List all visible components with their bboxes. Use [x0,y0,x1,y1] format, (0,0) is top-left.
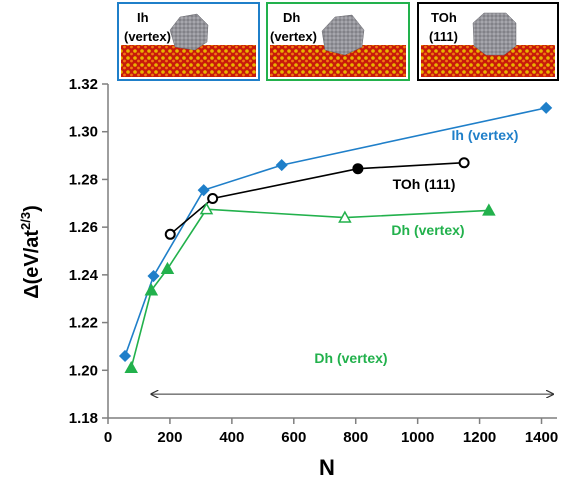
data-point-toh-111 [458,157,470,169]
inset-dh: Dh (vertex) [266,2,410,81]
data-point-dh-vertex [338,210,352,223]
inset-ih: Ih (vertex) [117,2,260,81]
inset-ih-cluster [169,13,209,51]
y-tick-label: 1.24 [69,267,99,284]
x-tick-label: 200 [157,429,182,446]
y-axis-title-sup: 2/3 [18,212,33,230]
annotation-dh-vertex-range: Dh (vertex) [314,350,387,366]
x-tick-label: 1000 [401,429,434,446]
y-tick-label: 1.26 [69,219,98,236]
y-tick-label: 1.18 [69,410,98,427]
x-tick-label: 1200 [463,429,496,446]
inset-ih-label-1: Ih [137,10,149,25]
y-tick-label: 1.28 [69,171,98,188]
x-tick-label: 800 [343,429,368,446]
inset-toh: TOh (111) [417,2,559,81]
inset-ih-substrate [121,45,256,77]
inset-dh-label-2: (vertex) [270,29,317,44]
data-point-toh-111 [207,193,219,205]
x-tick-label: 400 [219,429,244,446]
data-point-ih-vertex [118,349,132,363]
data-point-dh-vertex [160,261,175,275]
data-point-dh-vertex [144,283,159,296]
data-point-ih-vertex [197,184,210,197]
data-point-toh-111 [352,163,364,175]
x-tick-label: 1400 [525,429,558,446]
y-tick-label: 1.32 [69,76,98,93]
inset-toh-label-1: TOh [431,10,457,25]
data-point-ih-vertex [540,101,553,114]
data-point-dh-vertex [199,202,214,215]
inset-dh-label-1: Dh [283,10,300,25]
annotation-toh-111: TOh (111) [393,176,456,192]
series-line-ih-vertex [124,107,547,357]
series-line-toh-111 [169,161,465,235]
y-tick-label: 1.20 [69,362,98,379]
y-axis-title: Δ(eV/at2/3) [18,205,43,299]
x-tick-label: 0 [104,429,112,446]
data-point-dh-vertex [124,360,138,374]
series-line-dh-vertex [130,208,489,369]
data-point-ih-vertex [275,159,288,172]
y-tick-label: 1.22 [69,315,98,332]
inset-ih-label-2: (vertex) [124,29,171,44]
inset-toh-cluster [472,12,517,56]
x-axis-title: N [319,455,335,480]
annotation-dh-vertex: Dh (vertex) [391,222,464,238]
y-tick-label: 1.30 [69,124,98,141]
x-ticks: 0 200 400 600 800 1000 1200 1400 [104,418,558,446]
data-point-ih-vertex [147,269,160,283]
inset-toh-label-2: (111) [429,29,458,44]
series-layer [118,101,553,374]
data-point-dh-vertex [482,203,496,216]
inset-dh-cluster [321,14,365,56]
x-tick-label: 600 [281,429,306,446]
y-axis-title-main: Δ(eV/at [21,230,43,299]
y-ticks: 1.18 1.20 1.22 1.24 1.26 1.28 1.30 1.32 [69,76,108,427]
y-axis-title-close: ) [21,205,43,212]
data-point-toh-111 [164,228,176,240]
annotation-ih-vertex: Ih (vertex) [452,127,519,143]
